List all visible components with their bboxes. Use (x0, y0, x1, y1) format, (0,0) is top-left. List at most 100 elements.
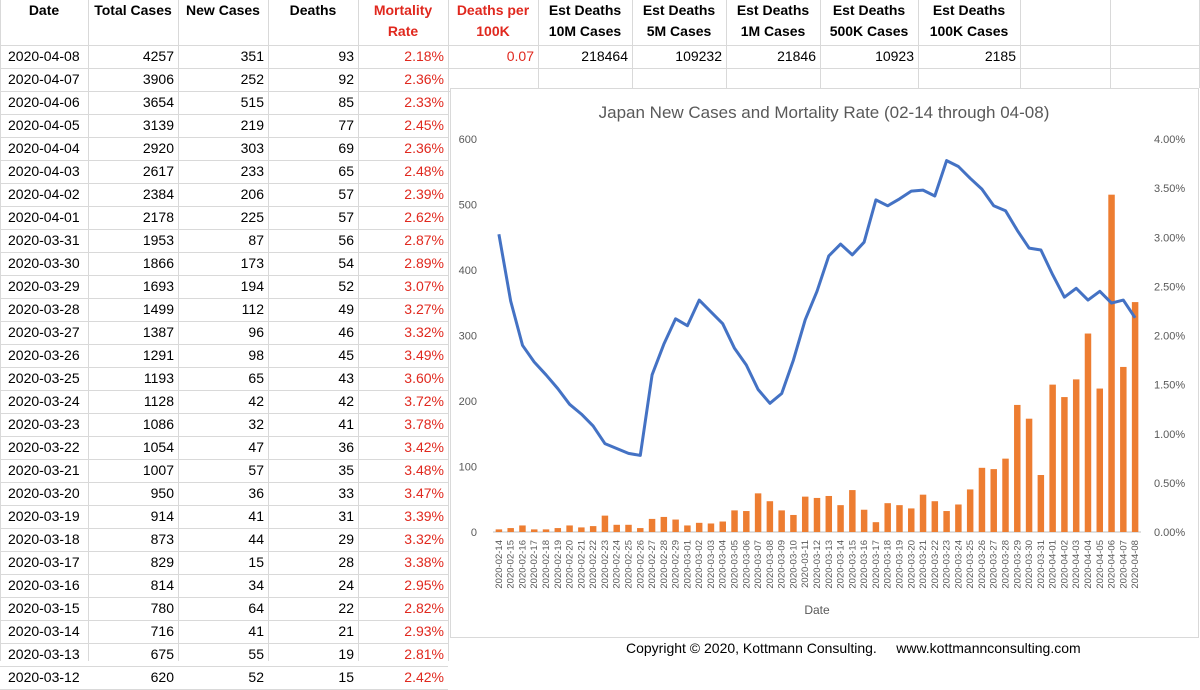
cell-new-cases: 42 (248, 393, 264, 409)
cell-total-cases: 1866 (142, 255, 174, 271)
cell-mortality-rate: 2.82% (404, 600, 444, 616)
line-mortality-rate (497, 159, 1137, 457)
cell-deaths: 36 (338, 439, 354, 455)
cell-total-cases: 2617 (142, 163, 174, 179)
cell-date: 2020-04-08 (8, 48, 80, 64)
cell-date: 2020-03-28 (8, 301, 80, 317)
header-deaths: Deaths (289, 2, 337, 18)
y2-tick-label: 4.00% (1154, 134, 1185, 146)
cell-date: 2020-03-31 (8, 232, 80, 248)
cell-deaths: 15 (338, 669, 354, 685)
combo-chart: Japan New Cases and Mortality Rate (02-1… (459, 103, 1186, 617)
x-tick-label: 2020-04-03 (1071, 540, 1082, 589)
bar-new-cases (695, 522, 703, 532)
bar-new-cases (931, 501, 939, 532)
cell-mortality-rate: 2.39% (404, 186, 444, 202)
cell-new-cases: 225 (240, 209, 264, 225)
x-tick-label: 2020-02-29 (671, 540, 682, 589)
x-tick-label: 2020-02-25 (623, 540, 634, 589)
y-tick-label: 400 (459, 265, 477, 277)
cell-date: 2020-04-02 (8, 186, 80, 202)
bar-new-cases (672, 519, 679, 532)
bar-new-cases (1131, 302, 1139, 532)
x-tick-label: 2020-02-22 (588, 540, 599, 589)
header-est-10m: Est Deaths 10M Cases (548, 2, 622, 39)
bar-new-cases (754, 493, 762, 532)
y2-tick-label: 2.00% (1154, 331, 1185, 343)
x-tick-label: 2020-02-20 (565, 540, 576, 589)
x-tick-label: 2020-03-04 (718, 540, 729, 589)
cell-new-cases: 55 (248, 646, 264, 662)
grid-line (0, 0, 1, 661)
x-tick-label: 2020-03-29 (1012, 540, 1023, 589)
cell-new-cases: 303 (240, 140, 264, 156)
cell-new-cases: 57 (248, 462, 264, 478)
x-tick-label: 2020-03-06 (741, 540, 752, 589)
x-tick-label: 2020-02-18 (541, 540, 552, 589)
cell-total-cases: 2384 (142, 186, 174, 202)
cell-date: 2020-03-24 (8, 393, 80, 409)
cell-deaths: 22 (338, 600, 354, 616)
cell-mortality-rate: 3.32% (404, 531, 444, 547)
bar-new-cases (542, 529, 550, 532)
bar-new-cases (966, 489, 974, 532)
bar-new-cases (684, 525, 691, 532)
x-tick-label: 2020-03-26 (977, 540, 988, 589)
bar-new-cases (743, 511, 750, 532)
cell-total-cases: 780 (150, 600, 174, 616)
bar-new-cases (896, 505, 903, 532)
cell-new-cases: 34 (248, 577, 264, 593)
x-tick-label: 2020-03-12 (812, 540, 823, 589)
x-tick-label: 2020-03-19 (894, 540, 905, 589)
x-tick-label: 2020-03-03 (706, 540, 717, 589)
grid-line (0, 183, 448, 184)
cell-mortality-rate: 3.32% (404, 324, 444, 340)
cell-total-cases: 1953 (142, 232, 174, 248)
bar-new-cases (566, 525, 573, 532)
y2-tick-label: 0.00% (1154, 527, 1185, 539)
cell-date: 2020-03-20 (8, 485, 80, 501)
grid-line (632, 0, 633, 88)
x-tick-label: 2020-03-27 (989, 540, 1000, 589)
bar-new-cases (660, 516, 668, 532)
cell-total-cases: 1007 (142, 462, 174, 478)
cell-total-cases: 873 (150, 531, 174, 547)
cell-new-cases: 173 (240, 255, 264, 271)
cell-new-cases: 98 (248, 347, 264, 363)
grid-line (0, 413, 448, 414)
grid-line (358, 0, 359, 661)
cell-total-cases: 1054 (142, 439, 174, 455)
x-tick-label: 2020-04-08 (1130, 540, 1141, 589)
grid-line (0, 482, 448, 483)
x-tick-label: 2020-04-06 (1107, 540, 1118, 589)
bar-new-cases (1002, 458, 1009, 532)
grid-line (0, 68, 1199, 69)
cell-total-cases: 4257 (142, 48, 174, 64)
grid-line (0, 436, 448, 437)
cell-new-cases: 515 (240, 94, 264, 110)
x-tick-label: 2020-04-02 (1059, 540, 1070, 589)
cell-total-cases: 716 (150, 623, 174, 639)
cell-date: 2020-03-16 (8, 577, 80, 593)
cell-est-100k: 2185 (984, 48, 1016, 64)
cell-deaths: 24 (338, 577, 354, 593)
header-est-100k: Est Deaths 100K Cases (929, 2, 1009, 39)
y2-tick-label: 3.50% (1154, 183, 1185, 195)
bar-new-cases (1096, 388, 1104, 532)
x-tick-label: 2020-02-28 (659, 540, 670, 589)
cell-date: 2020-04-07 (8, 71, 80, 87)
cell-deaths: 28 (338, 554, 354, 570)
cell-new-cases: 36 (248, 485, 264, 501)
cell-total-cases: 3906 (142, 71, 174, 87)
cell-deaths: 57 (338, 209, 354, 225)
y-tick-label: 500 (459, 200, 477, 212)
y2-tick-label: 2.50% (1154, 281, 1185, 293)
cell-date: 2020-03-17 (8, 554, 80, 570)
grid-line (268, 0, 269, 661)
bar-new-cases (1049, 384, 1056, 532)
cell-mortality-rate: 3.49% (404, 347, 444, 363)
header-deaths-per-100k: Deaths per 100K (456, 2, 530, 39)
bar-new-cases (1084, 333, 1092, 532)
bar-new-cases (719, 521, 726, 532)
cell-date: 2020-03-15 (8, 600, 80, 616)
